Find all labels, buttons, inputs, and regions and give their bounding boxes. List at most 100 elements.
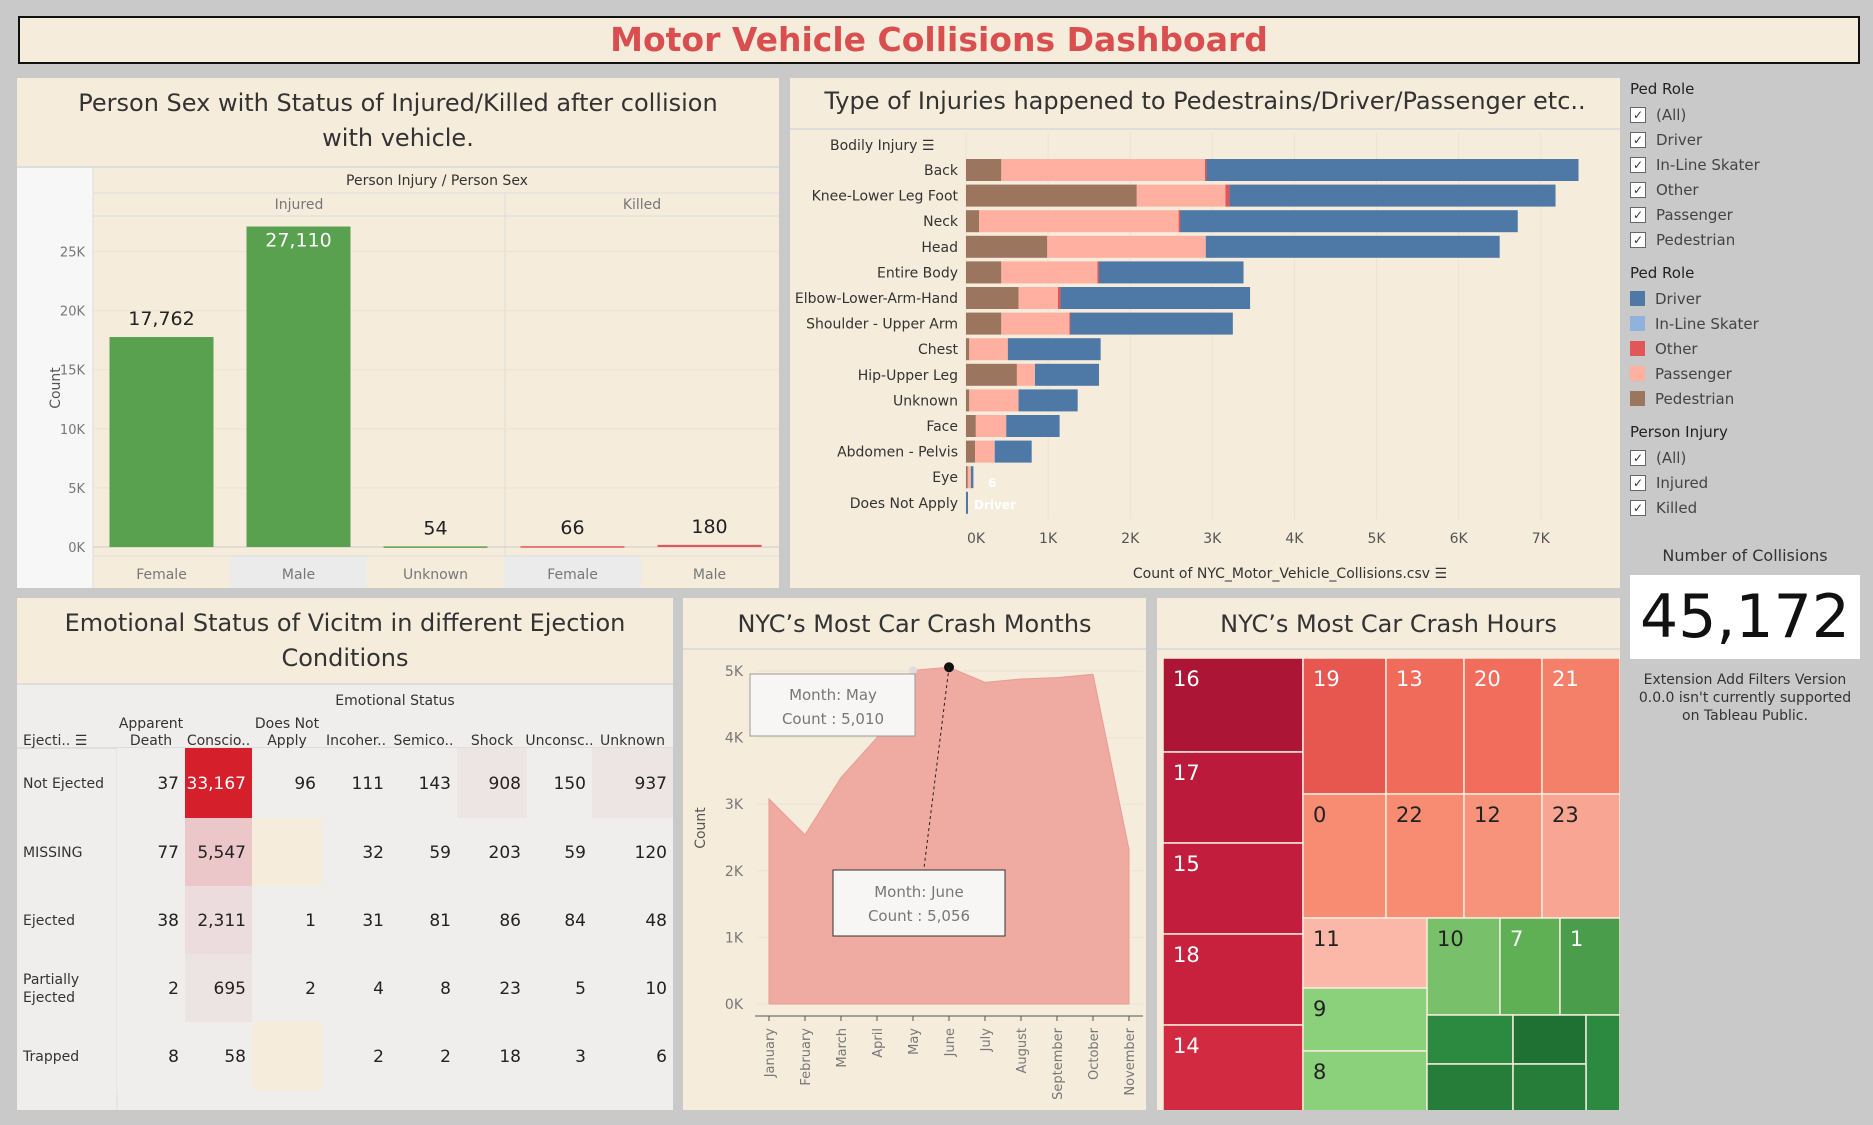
tooltip-may (749, 673, 916, 737)
table-cell (457, 1022, 527, 1090)
bar-value-label: 66 (560, 517, 584, 539)
ped-role-filter-option[interactable]: ✓ (All) (1630, 102, 1860, 127)
injury-stacked-bar-chart[interactable]: 0K 1K 2K 3K 4K 5K 6K 7K Bodily Injury ☰ Count of … (790, 78, 1620, 588)
bar-segment-driver (966, 491, 968, 514)
x-tick-label: Male (282, 567, 315, 583)
bar-segment-pedestrian (966, 287, 1019, 309)
tooltip-connector (923, 667, 950, 869)
bar-segment-driver (1006, 415, 1060, 437)
x-tick-label: Female (547, 567, 598, 583)
column-header-line1: Does Not (255, 716, 320, 732)
legend-item[interactable]: Other (1630, 336, 1860, 361)
checkbox[interactable]: ✓ (1630, 449, 1646, 466)
x-tick-label: 7K (1532, 531, 1551, 547)
sidebar: Ped Role ✓ (All) ✓ Driver ✓ In-Line Skater ✓ Ot… (1630, 78, 1860, 798)
bar-segment-passenger (1001, 312, 1070, 335)
table-cell-value: 150 (554, 774, 586, 794)
table-cell (252, 818, 322, 886)
bar-value-label: 17,762 (128, 308, 194, 330)
legend-item[interactable]: Passenger (1630, 361, 1860, 386)
bar-value-label: 180 (691, 516, 727, 538)
legend-item[interactable]: In-Line Skater (1630, 311, 1860, 336)
checkbox[interactable]: ✓ (1630, 156, 1646, 173)
table-cell-value: 937 (635, 774, 667, 794)
bar-segment-passenger (979, 210, 1179, 233)
ped-role-filter-option[interactable]: ✓ Driver (1630, 127, 1860, 152)
months-panel-title: NYC’s Most Car Crash Months (737, 610, 1092, 638)
table-cell-value: 86 (499, 911, 521, 931)
bar-segment-driver (1018, 389, 1078, 412)
table-cell (527, 1022, 592, 1090)
legend-item[interactable]: Pedestrian (1630, 386, 1860, 411)
treemap-label: 14 (1173, 1034, 1200, 1058)
hours-panel: NYC’s Most Car Crash Hours 16 17 15 18 14 19 1… (1157, 598, 1620, 1110)
checkbox[interactable]: ✓ (1630, 181, 1646, 198)
checkbox[interactable]: ✓ (1630, 106, 1646, 123)
y-axis-title: Count (48, 367, 64, 409)
x-axis-title: Count of NYC_Motor_Vehicle_Collisions.cs… (1133, 566, 1447, 582)
legend-item[interactable]: Driver (1630, 286, 1860, 311)
title-divider (17, 683, 673, 685)
table-cell-value: 6 (656, 1047, 667, 1067)
table-cell (390, 748, 457, 818)
treemap-cell (1512, 1063, 1587, 1110)
months-area-chart[interactable]: 5K 4K 3K 2K 1K 0K Count January February March Apr… (683, 598, 1146, 1110)
row-label: Not Ejected (23, 776, 104, 792)
table-cell-value: 120 (635, 843, 667, 863)
table-cell (592, 954, 673, 1022)
column-header-line1: Apparent (119, 716, 184, 732)
kpi-title: Number of Collisions (1662, 546, 1828, 565)
checkbox[interactable]: ✓ (1630, 499, 1646, 516)
treemap-cell (1426, 1014, 1514, 1065)
table-cell (185, 748, 252, 818)
y-axis-title: Count (693, 807, 709, 849)
table-header: Emotional Status (335, 693, 454, 709)
bar-injured-unknown (383, 546, 488, 548)
ped-role-filter-option[interactable]: ✓ In-Line Skater (1630, 152, 1860, 177)
table-cell (185, 886, 252, 954)
x-tick-label: March (835, 1028, 850, 1068)
bar-segment-other (1178, 210, 1181, 233)
x-tick-label: 6K (1450, 531, 1469, 547)
column-header: Incoher.. (326, 733, 386, 749)
table-cell (117, 748, 185, 818)
treemap-label: 0 (1313, 803, 1326, 827)
person-injury-filter-option[interactable]: ✓ (All) (1630, 445, 1860, 470)
treemap-label: 13 (1396, 667, 1423, 691)
bar-segment-passenger (969, 389, 1019, 412)
checkbox[interactable]: ✓ (1630, 231, 1646, 248)
table-cell-value: 4 (373, 979, 384, 999)
table-cell (592, 748, 673, 818)
legend-swatch (1630, 291, 1645, 306)
checkbox[interactable]: ✓ (1630, 206, 1646, 223)
row-header: Bodily Injury ☰ (830, 138, 934, 154)
bar-segment-passenger (975, 415, 1007, 437)
checkbox[interactable]: ✓ (1630, 474, 1646, 491)
checkbox[interactable]: ✓ (1630, 131, 1646, 148)
sex-bar-chart[interactable]: Person Injury / Person Sex Injured Killed 2… (17, 78, 779, 588)
y-tick-label: 0K (725, 997, 744, 1013)
bar-segment-driver (1206, 159, 1579, 181)
hours-panel-title: NYC’s Most Car Crash Hours (1220, 610, 1557, 638)
bar-segment-driver (1070, 312, 1233, 335)
y-tick-label: 10K (60, 423, 86, 438)
table-cell (117, 954, 185, 1022)
table-cell-value: 48 (645, 911, 667, 931)
row-label: Chest (918, 342, 959, 358)
table-cell-value: 908 (489, 774, 521, 794)
row-label: Back (924, 163, 959, 179)
injury-panel-title: Type of Injuries happened to Pedestrains… (824, 87, 1586, 115)
column-header: Semico.. (394, 733, 454, 749)
ped-role-filter-option[interactable]: ✓ Pedestrian (1630, 227, 1860, 252)
bar-segment-driver (1205, 235, 1500, 258)
person-injury-filter-option[interactable]: ✓ Killed (1630, 495, 1860, 520)
table-cell (527, 886, 592, 954)
person-injury-filter-option[interactable]: ✓ Injured (1630, 470, 1860, 495)
ped-role-filter-option[interactable]: ✓ Other (1630, 177, 1860, 202)
option-label: Other (1656, 180, 1699, 199)
kpi-value: 45,172 (1630, 575, 1860, 659)
selected-axis-highlight (230, 556, 367, 588)
ped-role-filter-option[interactable]: ✓ Passenger (1630, 202, 1860, 227)
